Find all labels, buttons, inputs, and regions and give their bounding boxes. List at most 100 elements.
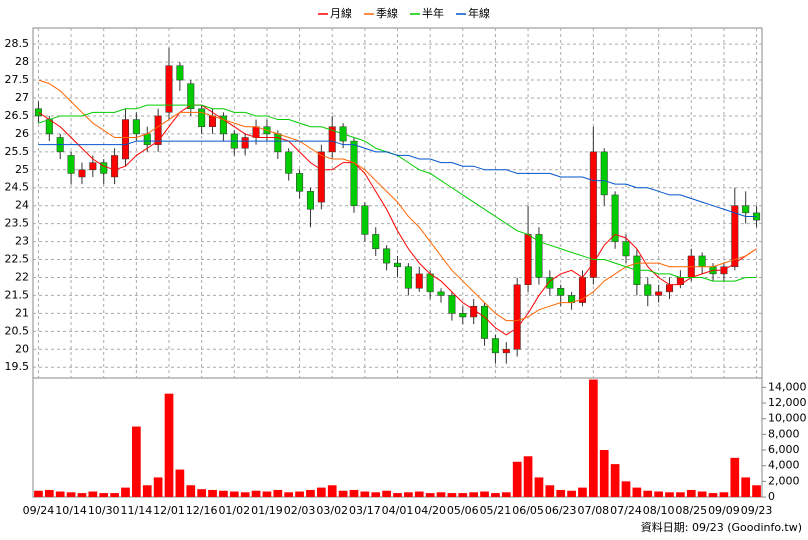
volume-bar	[447, 493, 457, 497]
volume-bar	[469, 492, 479, 497]
volume-bar	[599, 450, 609, 497]
candle-body	[78, 169, 86, 178]
y-tick-label: 28.5	[5, 37, 30, 50]
legend-label: 季線	[376, 6, 398, 20]
volume-bar	[588, 379, 598, 497]
x-tick-label: 12/01	[153, 504, 185, 517]
candle-body	[513, 284, 521, 350]
candle-body	[154, 115, 162, 145]
volume-bar	[66, 492, 76, 497]
candle-body	[437, 291, 445, 296]
candle-body	[393, 262, 402, 267]
y-tick-label: 23	[15, 235, 29, 248]
y-tick-label: 20	[15, 342, 29, 355]
candle-body	[328, 126, 336, 153]
y-tick-label: 25.5	[5, 145, 30, 158]
candle-body	[252, 126, 260, 138]
volume-bar	[110, 493, 119, 497]
y-tick-label: 28	[15, 55, 29, 68]
y2-tick-label: 10,000	[768, 412, 807, 425]
candle-body	[198, 108, 206, 127]
volume-bar	[121, 487, 130, 497]
moving-average-line	[38, 140, 757, 217]
candle-body	[600, 151, 608, 196]
candle-body	[698, 255, 706, 267]
volume-bar	[752, 485, 761, 497]
candle-body	[132, 119, 140, 135]
x-tick-label: 09/09	[708, 504, 740, 517]
y-tick-label: 22	[15, 270, 29, 283]
volume-bar	[556, 489, 566, 497]
volume-bar	[349, 489, 359, 497]
candle-body	[491, 338, 499, 354]
volume-bar	[697, 491, 707, 497]
volume-bar	[480, 491, 489, 497]
volume-bar	[643, 490, 653, 497]
candle-body	[383, 248, 391, 264]
volume-bar	[730, 457, 740, 497]
x-tick-label: 06/05	[512, 504, 544, 517]
candle-body	[350, 140, 358, 206]
volume-bar	[545, 485, 555, 497]
candle-body	[448, 295, 456, 314]
volume-bar	[708, 493, 718, 497]
volume-bar	[77, 493, 87, 497]
candle-body	[611, 194, 619, 242]
volume-bar	[665, 492, 674, 497]
candle-body	[45, 119, 53, 135]
volume-bar	[610, 464, 620, 497]
candle-body	[404, 266, 412, 289]
candle-body	[274, 133, 282, 153]
y2-tick-label: 2,000	[768, 474, 800, 487]
y-tick-label: 24	[15, 199, 29, 212]
volume-bar	[88, 491, 98, 497]
y-tick-label: 22.5	[5, 253, 30, 266]
y2-tick-label: 0	[768, 490, 775, 503]
candle-body	[306, 191, 314, 210]
x-tick-label: 09/24	[23, 504, 55, 517]
volume-bar	[523, 456, 533, 497]
volume-bar	[371, 492, 381, 497]
candle-body	[241, 137, 249, 149]
candle-body	[524, 234, 532, 285]
candle-body	[89, 162, 97, 171]
volume-bar	[295, 491, 304, 497]
candle-body	[317, 151, 325, 203]
volume-bar	[306, 489, 315, 497]
volume-bar	[632, 487, 642, 497]
candle-body	[285, 151, 293, 174]
y-tick-label: 24.5	[5, 181, 30, 194]
volume-bar	[251, 490, 261, 497]
volume-bar	[55, 491, 65, 497]
candle-body	[459, 313, 467, 318]
volume-bar	[132, 426, 141, 497]
volume-bar	[34, 490, 43, 497]
volume-bar	[229, 491, 239, 497]
volume-bar	[99, 493, 109, 497]
candle-body	[546, 277, 554, 289]
volume-bar	[273, 489, 283, 497]
y2-tick-label: 8,000	[768, 427, 800, 440]
legend-label: 月線	[330, 6, 352, 20]
x-tick-label: 03/17	[349, 504, 381, 517]
volume-bar	[512, 461, 522, 497]
volume-bar	[208, 489, 217, 497]
candle-body	[111, 155, 119, 178]
x-tick-label: 04/01	[382, 504, 414, 517]
volume-bar	[197, 489, 207, 497]
candle-body	[415, 273, 423, 289]
volume-bar	[338, 490, 348, 497]
x-tick-label: 01/02	[218, 504, 250, 517]
x-tick-label: 07/24	[610, 504, 642, 517]
volume-bar	[621, 481, 631, 497]
volume-bar	[425, 493, 435, 497]
candle-body	[372, 234, 380, 250]
y-tick-label: 19.5	[5, 360, 30, 373]
y-tick-label: 21	[15, 306, 29, 319]
y-tick-label: 26	[15, 127, 29, 140]
footnote: 資料日期: 09/23 (Goodinfo.tw)	[641, 520, 802, 534]
candle-body	[219, 115, 227, 135]
volume-bar	[676, 492, 685, 497]
legend-label: 年線	[468, 6, 490, 20]
volume-bar	[741, 477, 751, 497]
